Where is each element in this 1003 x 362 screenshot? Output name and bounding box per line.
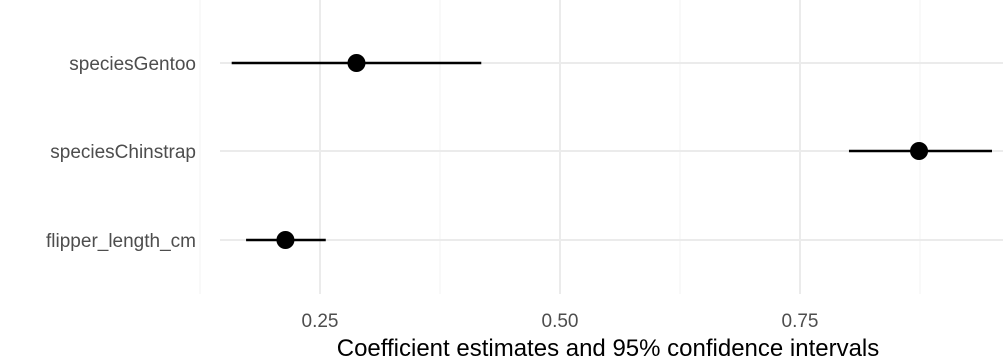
x-tick-label: 0.25 <box>302 311 339 332</box>
coefficient-marks <box>231 54 992 249</box>
y-tick-label: speciesGentoo <box>69 54 196 75</box>
estimate-point <box>276 231 295 249</box>
x-axis-title: Coefficient estimates and 95% confidence… <box>337 335 880 362</box>
y-axis-labels: speciesGentoo speciesChinstrap flipper_len… <box>46 54 196 252</box>
x-tick-label: 0.75 <box>782 311 819 332</box>
x-tick-label: 0.50 <box>542 311 579 332</box>
y-tick-label: speciesChinstrap <box>50 142 196 163</box>
grid <box>199 0 1003 294</box>
estimate-point <box>910 142 929 160</box>
y-tick-label: flipper_length_cm <box>46 231 196 252</box>
x-axis-labels: 0.25 0.50 0.75 <box>302 311 819 332</box>
estimate-point <box>347 54 366 72</box>
